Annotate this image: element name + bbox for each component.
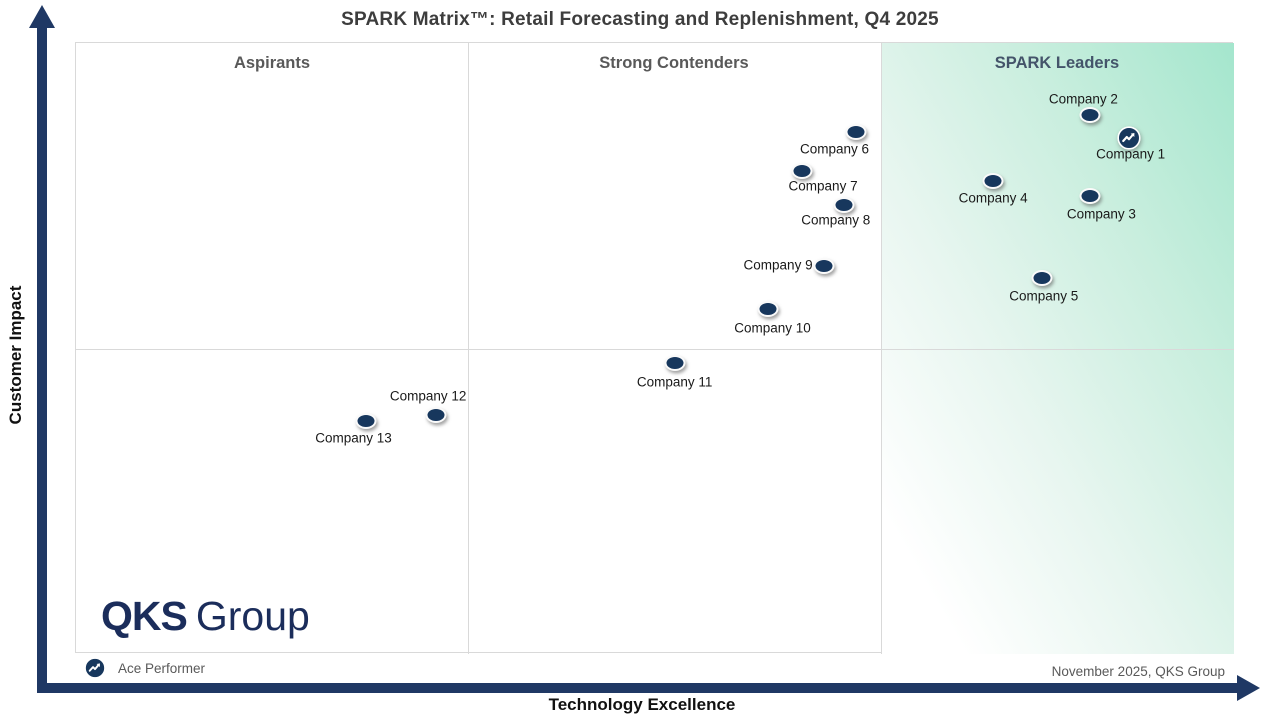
data-point-label-company-11: Company 11 bbox=[636, 374, 713, 390]
data-point-company-3 bbox=[1079, 187, 1101, 204]
data-point-company-12 bbox=[425, 407, 447, 424]
data-point-company-7 bbox=[791, 163, 813, 180]
data-point-label-company-12: Company 12 bbox=[389, 388, 467, 404]
data-point-label-company-10: Company 10 bbox=[734, 320, 811, 336]
plot-area: Aspirants Strong Contenders SPARK Leader… bbox=[75, 42, 1234, 654]
ace-performer-icon bbox=[1117, 126, 1141, 150]
ace-performer-legend-label: Ace Performer bbox=[118, 660, 206, 676]
data-point-label-company-1: Company 1 bbox=[1096, 146, 1166, 162]
data-point-company-8 bbox=[833, 196, 855, 213]
data-point-company-2 bbox=[1079, 107, 1101, 124]
x-axis-label: Technology Excellence bbox=[548, 695, 736, 714]
data-point-company-11 bbox=[664, 355, 686, 372]
y-axis-label: Customer Impact bbox=[6, 285, 25, 425]
data-point-label-company-2: Company 2 bbox=[1048, 91, 1118, 107]
x-axis-line bbox=[37, 683, 1237, 693]
ace-performer-icon bbox=[84, 657, 106, 679]
data-point-label-company-3: Company 3 bbox=[1066, 206, 1136, 222]
data-point-company-6 bbox=[845, 124, 867, 141]
quadrant-divider-vertical-2 bbox=[881, 43, 882, 654]
data-point-company-5 bbox=[1031, 269, 1053, 286]
quadrant-label-spark-leaders: SPARK Leaders bbox=[994, 54, 1120, 72]
legend: Ace Performer bbox=[84, 657, 205, 679]
logo-text-light: Group bbox=[195, 593, 310, 639]
data-point-label-company-9: Company 9 bbox=[743, 257, 813, 273]
x-axis-arrow-icon bbox=[1237, 675, 1260, 701]
data-point-company-1 bbox=[1117, 126, 1141, 150]
quadrant-divider-vertical-1 bbox=[468, 43, 469, 654]
data-point-label-company-4: Company 4 bbox=[958, 190, 1028, 206]
quadrant-label-aspirants: Aspirants bbox=[233, 54, 311, 72]
y-axis-arrow-icon bbox=[29, 5, 55, 28]
data-point-label-company-7: Company 7 bbox=[788, 178, 858, 194]
logo-text-bold: QKS bbox=[101, 593, 188, 639]
chart-title: SPARK Matrix™: Retail Forecasting and Re… bbox=[341, 9, 939, 30]
spark-leaders-gradient bbox=[881, 43, 1234, 654]
ace-performer-legend-icon bbox=[84, 657, 106, 679]
y-axis-line bbox=[37, 26, 47, 692]
data-point-company-4 bbox=[982, 173, 1004, 190]
data-point-label-company-5: Company 5 bbox=[1009, 288, 1079, 304]
data-point-company-9 bbox=[813, 258, 835, 274]
data-point-label-company-13: Company 13 bbox=[315, 430, 392, 446]
data-point-company-13 bbox=[355, 412, 376, 429]
data-point-label-company-6: Company 6 bbox=[799, 141, 870, 157]
data-point-label-company-8: Company 8 bbox=[801, 212, 871, 228]
quadrant-divider-horizontal bbox=[76, 349, 1234, 350]
data-point-company-10 bbox=[757, 300, 779, 317]
qks-group-logo: QKS Group bbox=[101, 593, 310, 640]
footer-credit: November 2025, QKS Group bbox=[1051, 664, 1225, 679]
quadrant-label-strong-contenders: Strong Contenders bbox=[599, 54, 749, 72]
